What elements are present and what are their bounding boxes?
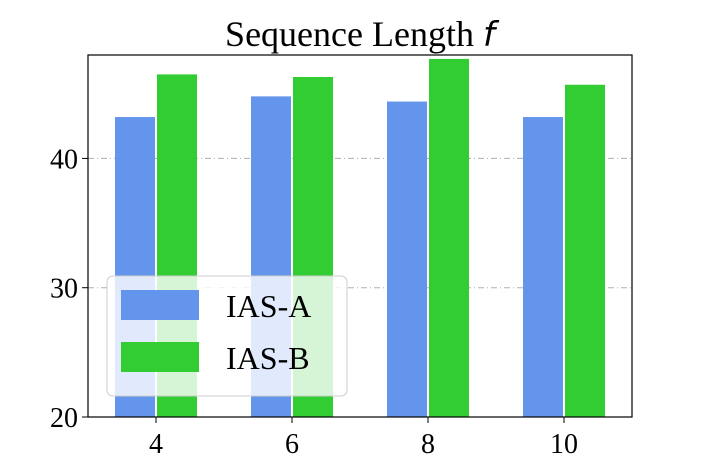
legend-swatch-IAS-A [121,290,199,320]
bar-IAS-A-8 [387,101,427,418]
chart-title: Sequence Length f [225,14,500,55]
y-tick-label-30: 30 [50,274,78,305]
x-tick-label-8: 8 [421,429,435,460]
axes: 4 6 8 10 20 30 40 [50,54,633,460]
y-tick-label-40: 40 [50,144,78,175]
legend: IAS-A IAS-B [106,275,348,397]
legend-swatch-IAS-B [121,342,199,372]
x-tick-label-4: 4 [149,429,163,460]
chart-title-text: Sequence Length [225,14,483,54]
bar-IAS-B-10 [565,84,605,417]
bar-IAS-B-8 [429,58,469,417]
plot-frame [87,54,633,418]
x-tick-label-6: 6 [285,429,299,460]
legend-label-IAS-B: IAS-B [226,340,310,376]
legend-label-IAS-A: IAS-A [226,288,311,324]
bars [115,58,605,418]
x-tick-label-10: 10 [550,429,578,460]
chart-title-variable: f [483,15,500,55]
bar-IAS-A-10 [523,117,563,418]
y-tick-label-20: 20 [50,403,78,434]
